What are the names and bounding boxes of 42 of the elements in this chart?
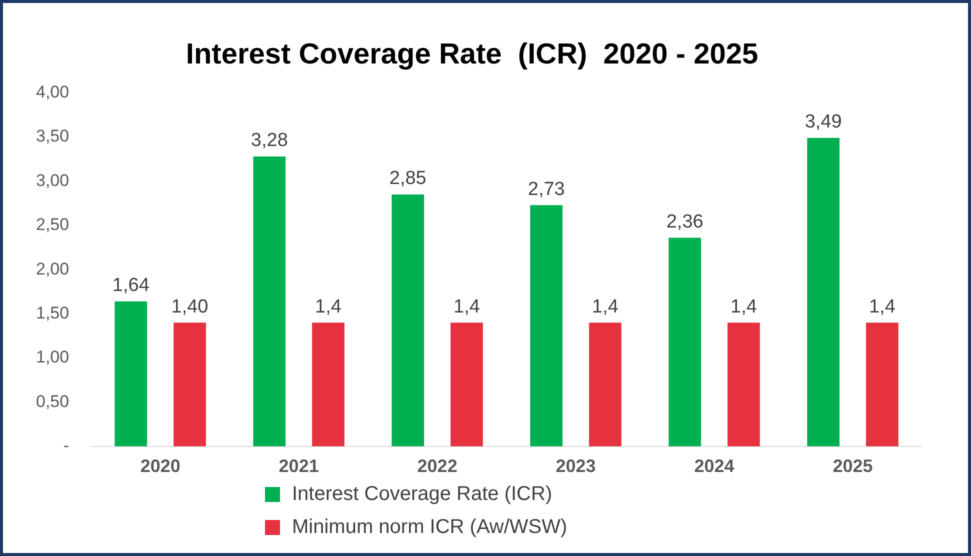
data-label: 2,36 (666, 212, 704, 233)
data-label: 3,49 (804, 112, 842, 133)
data-label: 1,4 (730, 296, 758, 318)
y-tick-label: 1,50 (36, 303, 70, 322)
y-tick-label: 3,00 (36, 170, 70, 190)
bar (530, 205, 563, 446)
data-label: 1,64 (112, 275, 150, 296)
legend-label: Interest Coverage Rate (ICR) (292, 483, 552, 506)
y-tick-label: 0,50 (36, 392, 70, 411)
y-tick-label: - (63, 436, 70, 456)
bar (807, 138, 840, 446)
y-tick-label: 1,00 (36, 348, 70, 367)
bar (450, 322, 483, 446)
x-tick-label: 2020 (140, 456, 180, 476)
y-tick-label: 2,00 (36, 259, 70, 278)
y-tick-label: 4,00 (36, 82, 70, 102)
x-tick-label: 2025 (832, 456, 873, 476)
data-label: 1,4 (592, 296, 619, 318)
bar (253, 156, 286, 446)
y-tick-label: 3,50 (36, 126, 70, 146)
data-label: 1,4 (315, 296, 342, 318)
bar (668, 238, 702, 446)
data-label: 1,4 (454, 296, 480, 318)
data-label: 1,4 (868, 296, 896, 318)
bar (728, 322, 760, 446)
x-tick-label: 2021 (278, 456, 319, 476)
data-label: 3,28 (250, 130, 288, 152)
data-label: 2,73 (528, 178, 565, 200)
data-label: 1,40 (171, 296, 208, 318)
y-tick-label: 2,50 (36, 215, 70, 234)
bar (174, 322, 206, 446)
bar (114, 301, 148, 446)
bar (312, 322, 344, 446)
x-tick-label: 2024 (694, 456, 734, 476)
bar (589, 322, 622, 446)
legend-label: Minimum norm ICR (Aw/WSW) (292, 516, 568, 539)
bar (392, 194, 424, 446)
data-label: 2,85 (389, 168, 426, 190)
bar (866, 322, 898, 446)
chart-title: Interest Coverage Rate (ICR) 2020 - 2025 (186, 38, 758, 70)
x-tick-label: 2023 (556, 456, 596, 476)
x-tick-label: 2022 (417, 456, 458, 476)
